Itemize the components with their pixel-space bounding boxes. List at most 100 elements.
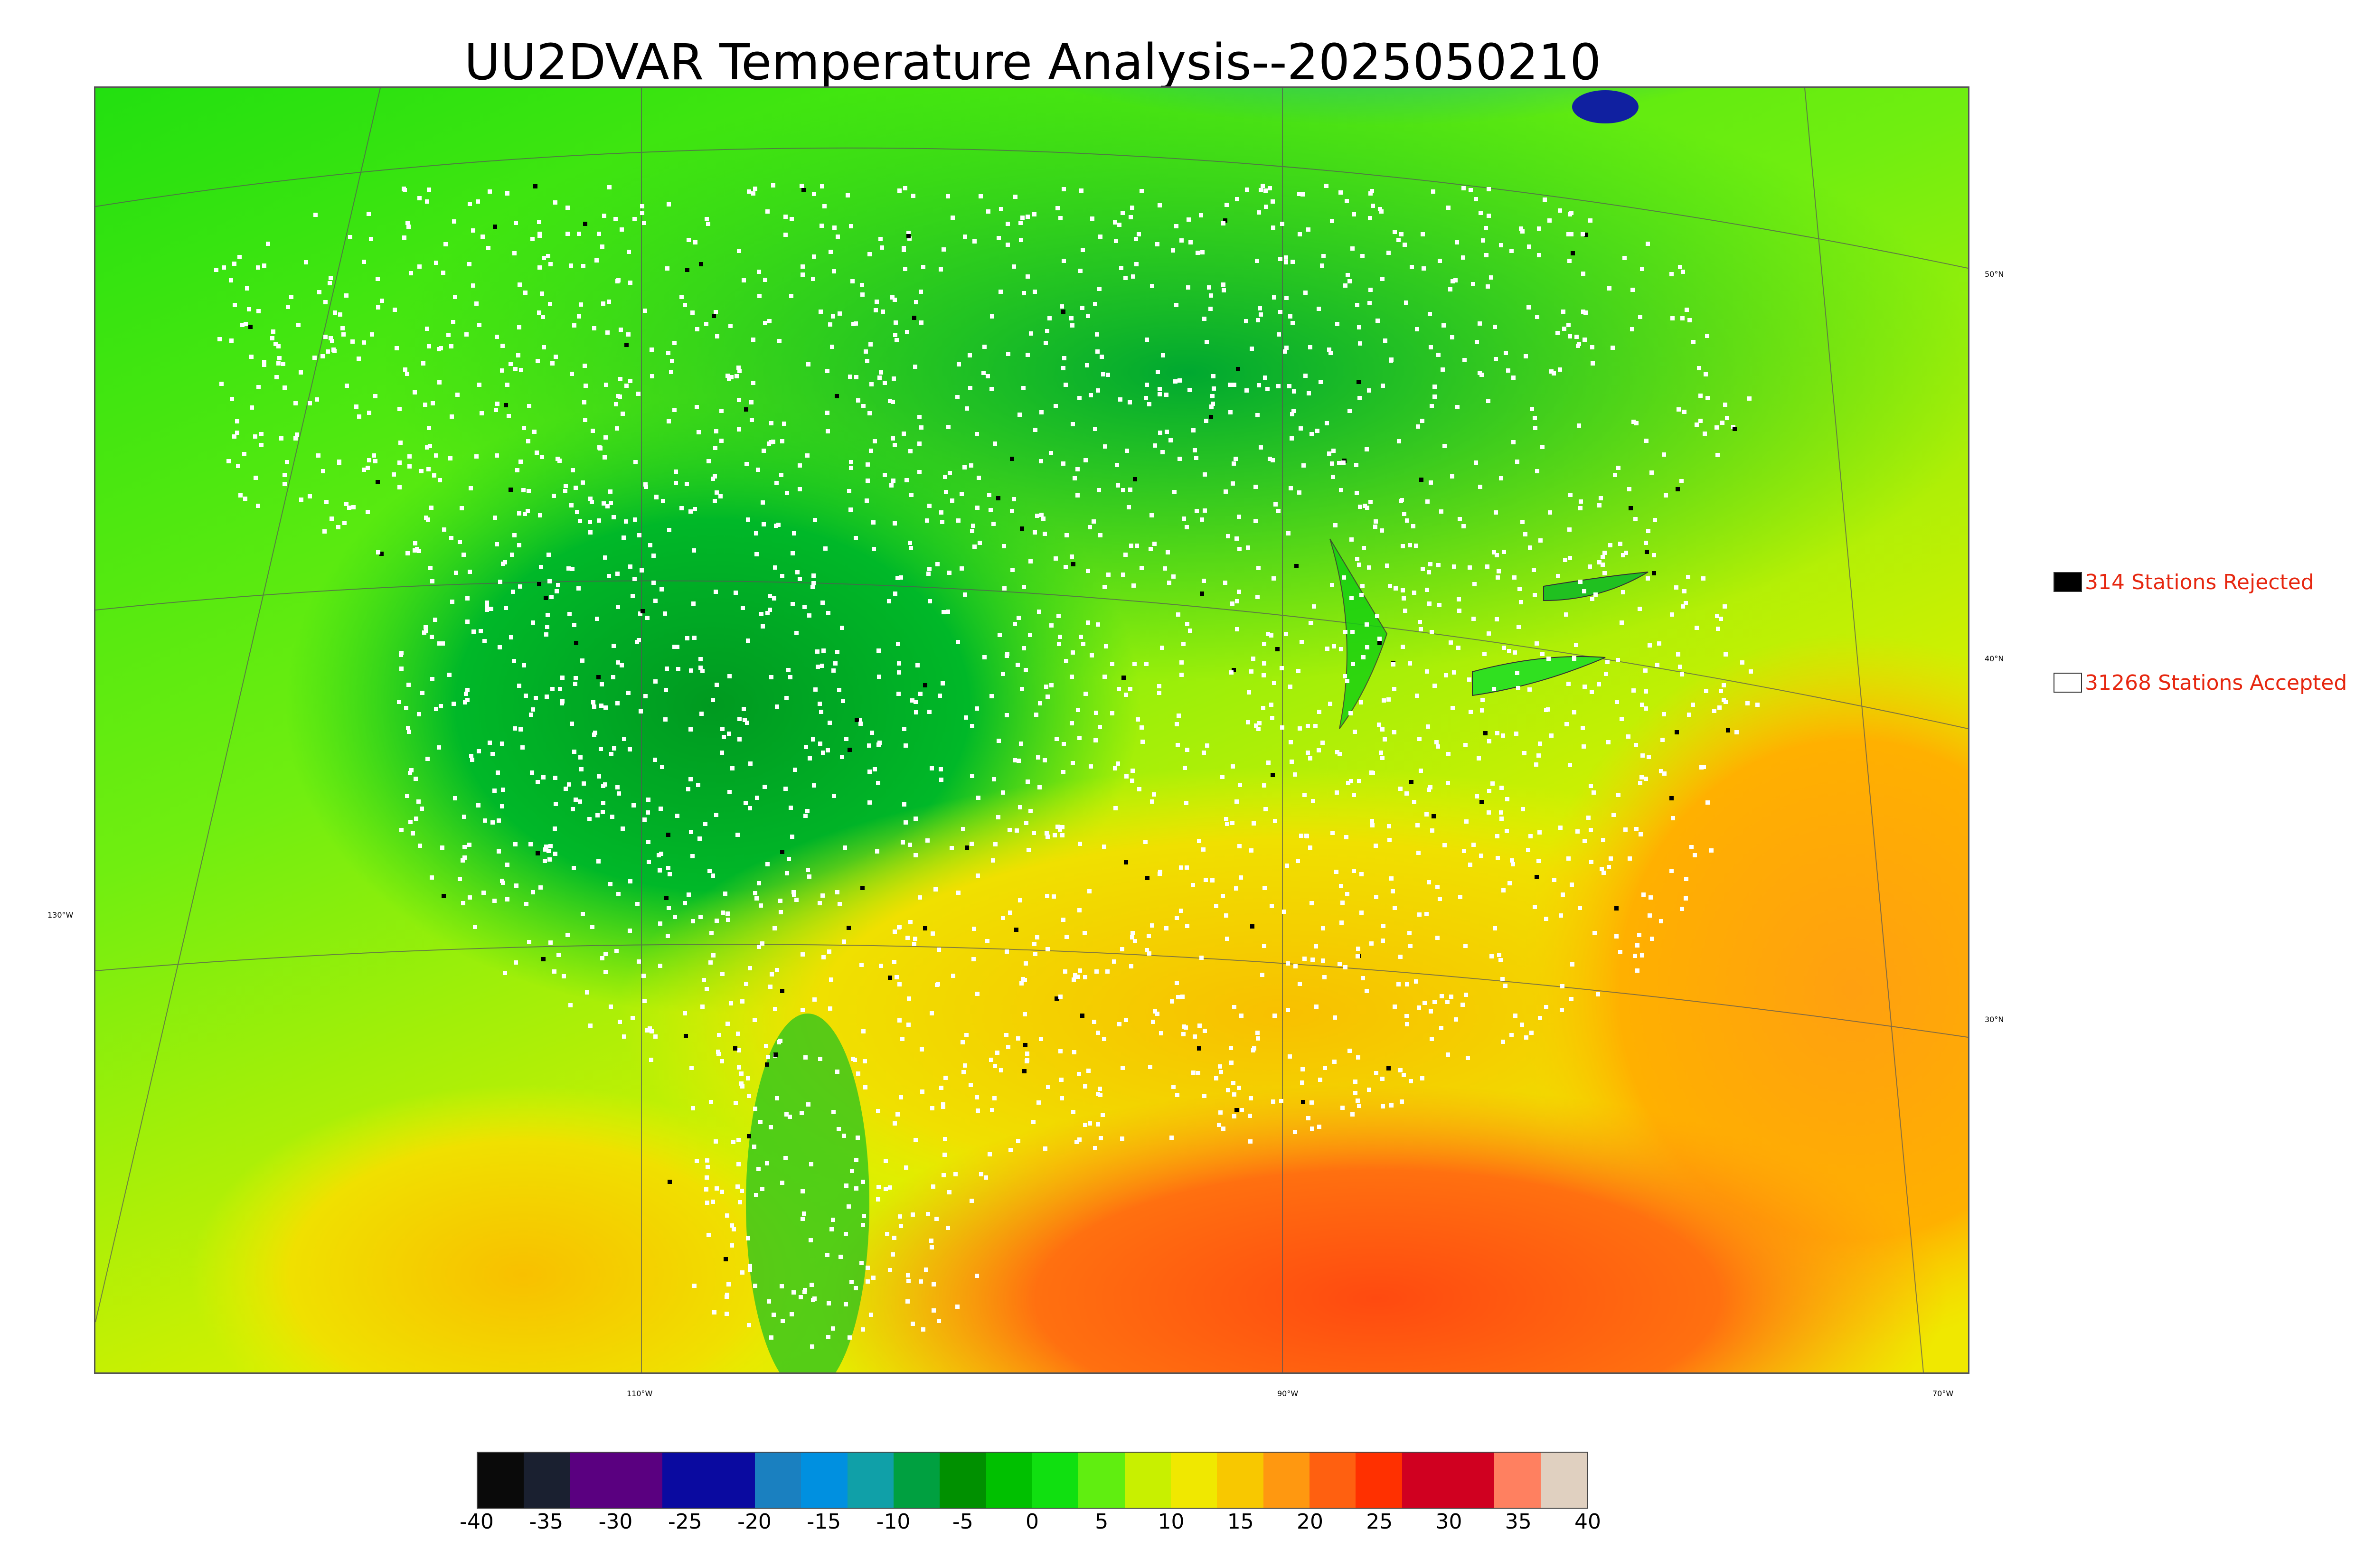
accepted-station-marker (423, 403, 427, 407)
accepted-station-marker (1475, 340, 1479, 344)
accepted-station-marker (518, 727, 523, 732)
accepted-station-marker (741, 606, 745, 610)
accepted-station-marker (1640, 753, 1645, 758)
accepted-station-marker (919, 1279, 923, 1284)
accepted-station-marker (1171, 1085, 1176, 1089)
accepted-station-marker (711, 698, 715, 702)
accepted-station-marker (1232, 1005, 1236, 1009)
accepted-station-marker (692, 548, 696, 553)
accepted-station-marker (1611, 813, 1616, 817)
accepted-station-marker (1643, 668, 1648, 673)
accepted-station-marker (1301, 463, 1306, 468)
accepted-station-marker (1015, 828, 1019, 833)
accepted-swatch (2054, 673, 2082, 693)
accepted-station-marker (1425, 588, 1429, 592)
accepted-station-marker (1134, 262, 1139, 266)
accepted-station-marker (474, 454, 479, 459)
accepted-station-marker (640, 568, 644, 573)
accepted-station-marker (1170, 999, 1174, 1004)
accepted-station-marker (1060, 833, 1065, 837)
colorbar-tick-label: 35 (1505, 1510, 1532, 1534)
accepted-station-marker (798, 577, 802, 581)
accepted-station-marker (775, 704, 779, 709)
accepted-station-marker (1575, 829, 1580, 834)
accepted-station-marker (372, 453, 376, 458)
accepted-station-marker (826, 429, 830, 433)
accepted-station-marker (373, 394, 377, 398)
accepted-station-marker (605, 330, 610, 335)
accepted-station-marker (1507, 649, 1511, 653)
accepted-station-marker (498, 580, 502, 584)
accepted-station-marker (621, 826, 625, 831)
accepted-station-marker (591, 429, 595, 433)
accepted-station-marker (1229, 670, 1234, 675)
accepted-station-marker (806, 362, 810, 366)
accepted-station-marker (876, 781, 880, 785)
accepted-station-marker (1723, 604, 1727, 609)
accepted-station-marker (1323, 1066, 1327, 1070)
accepted-station-marker (1703, 432, 1707, 436)
accepted-station-marker (426, 467, 431, 471)
accepted-station-marker (1021, 977, 1025, 981)
accepted-station-marker (1202, 317, 1206, 321)
accepted-station-marker (1405, 518, 1409, 523)
accepted-station-marker (830, 345, 834, 349)
accepted-station-marker (229, 338, 234, 343)
accepted-station-marker (615, 426, 619, 431)
accepted-station-marker (526, 509, 530, 513)
accepted-station-marker (636, 392, 641, 396)
accepted-station-marker (1420, 419, 1424, 423)
accepted-station-marker (217, 337, 222, 341)
accepted-station-marker (1120, 1136, 1124, 1141)
accepted-station-marker (429, 506, 433, 510)
colorbar-tick-label: -35 (529, 1510, 564, 1534)
accepted-station-marker (595, 813, 600, 817)
accepted-station-marker (1029, 331, 1033, 336)
accepted-station-marker (1507, 881, 1512, 885)
accepted-station-marker (946, 610, 950, 614)
accepted-station-marker (1400, 1099, 1404, 1104)
accepted-station-marker (798, 487, 802, 491)
accepted-station-marker (626, 332, 631, 337)
accepted-station-marker (1101, 372, 1105, 376)
accepted-station-marker (520, 745, 525, 750)
rejected-station-marker (888, 976, 892, 980)
rejected-station-marker (504, 403, 508, 407)
accepted-station-marker (1205, 340, 1209, 344)
accepted-station-marker (1022, 646, 1026, 650)
accepted-station-marker (669, 370, 673, 374)
accepted-station-marker (498, 645, 502, 649)
accepted-station-marker (805, 453, 810, 458)
accepted-station-marker (406, 225, 411, 229)
accepted-station-marker (413, 541, 417, 545)
accepted-station-marker (1330, 219, 1334, 223)
accepted-station-marker (897, 982, 902, 986)
accepted-station-marker (601, 801, 605, 805)
accepted-station-marker (548, 302, 552, 306)
accepted-station-marker (541, 775, 546, 779)
accepted-station-marker (1512, 575, 1517, 580)
accepted-station-marker (919, 425, 923, 430)
accepted-station-marker (816, 665, 820, 669)
accepted-station-marker (1671, 816, 1675, 820)
accepted-station-marker (299, 498, 303, 502)
accepted-station-marker (518, 282, 522, 287)
accepted-station-marker (821, 648, 826, 653)
accepted-station-marker (489, 607, 493, 611)
accepted-station-marker (993, 441, 997, 446)
accepted-station-marker (495, 542, 499, 546)
accepted-station-marker (1399, 232, 1404, 236)
accepted-station-marker (1653, 518, 1657, 522)
accepted-station-marker (1368, 216, 1372, 220)
accepted-station-marker (570, 372, 574, 376)
accepted-station-marker (366, 466, 370, 470)
accepted-station-marker (727, 732, 731, 736)
accepted-station-marker (1552, 371, 1556, 376)
accepted-station-marker (961, 827, 965, 831)
accepted-station-marker (1270, 716, 1274, 720)
accepted-station-marker (1036, 1100, 1041, 1105)
accepted-station-marker (1359, 911, 1364, 915)
accepted-station-marker (769, 1335, 773, 1340)
accepted-station-marker (873, 767, 877, 771)
accepted-station-marker (510, 553, 514, 557)
